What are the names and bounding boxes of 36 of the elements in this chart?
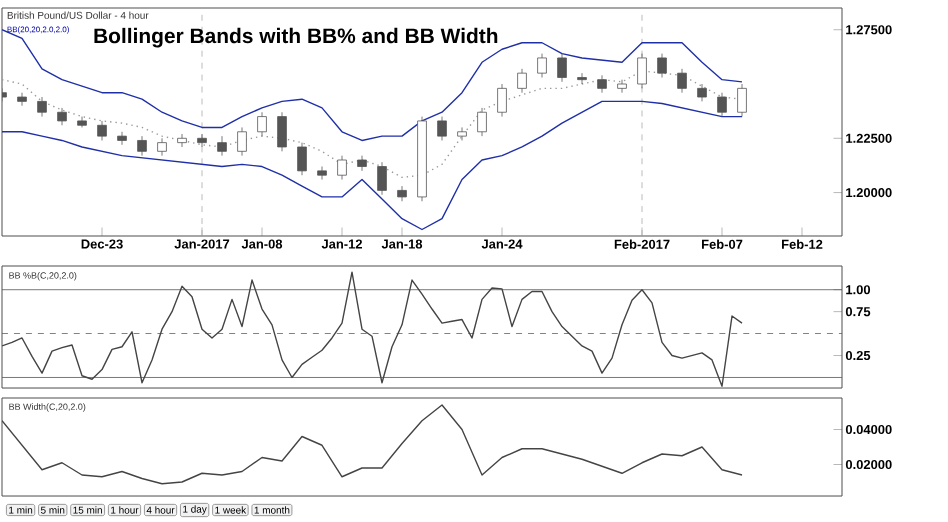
candlestick [477, 107, 487, 137]
candlestick [637, 53, 647, 89]
candlestick [337, 155, 347, 180]
candlestick [257, 111, 267, 137]
candlestick [597, 74, 607, 94]
candlestick [237, 127, 247, 157]
candlestick [37, 96, 47, 117]
candlestick [17, 92, 27, 107]
candlestick [177, 133, 187, 148]
candlestick [717, 92, 727, 117]
candlestick [277, 111, 287, 152]
candlestick [697, 83, 707, 102]
candlestick [117, 131, 127, 146]
candlestick [677, 68, 687, 94]
candlestick [97, 120, 107, 141]
candlestick [497, 83, 507, 117]
text: Bollinger Bands with BB% and BB Width [94, 27, 498, 48]
candlestick [437, 116, 447, 141]
candlestick [657, 53, 667, 78]
candlestick [357, 155, 367, 172]
candlestick [577, 72, 587, 85]
candlestick [557, 53, 567, 83]
candlestick [217, 135, 227, 157]
candlestick [137, 135, 147, 157]
candlestick [157, 137, 167, 157]
candlestick [317, 166, 327, 180]
candlestick [377, 161, 387, 196]
candlestick [397, 185, 407, 202]
candlestick [197, 133, 207, 148]
candlestick [537, 53, 547, 78]
candlestick [737, 83, 747, 117]
candlestick [517, 68, 527, 94]
candlestick [57, 107, 67, 126]
candlestick [457, 127, 467, 141]
candlestick [297, 142, 307, 176]
candlestick [617, 79, 627, 94]
